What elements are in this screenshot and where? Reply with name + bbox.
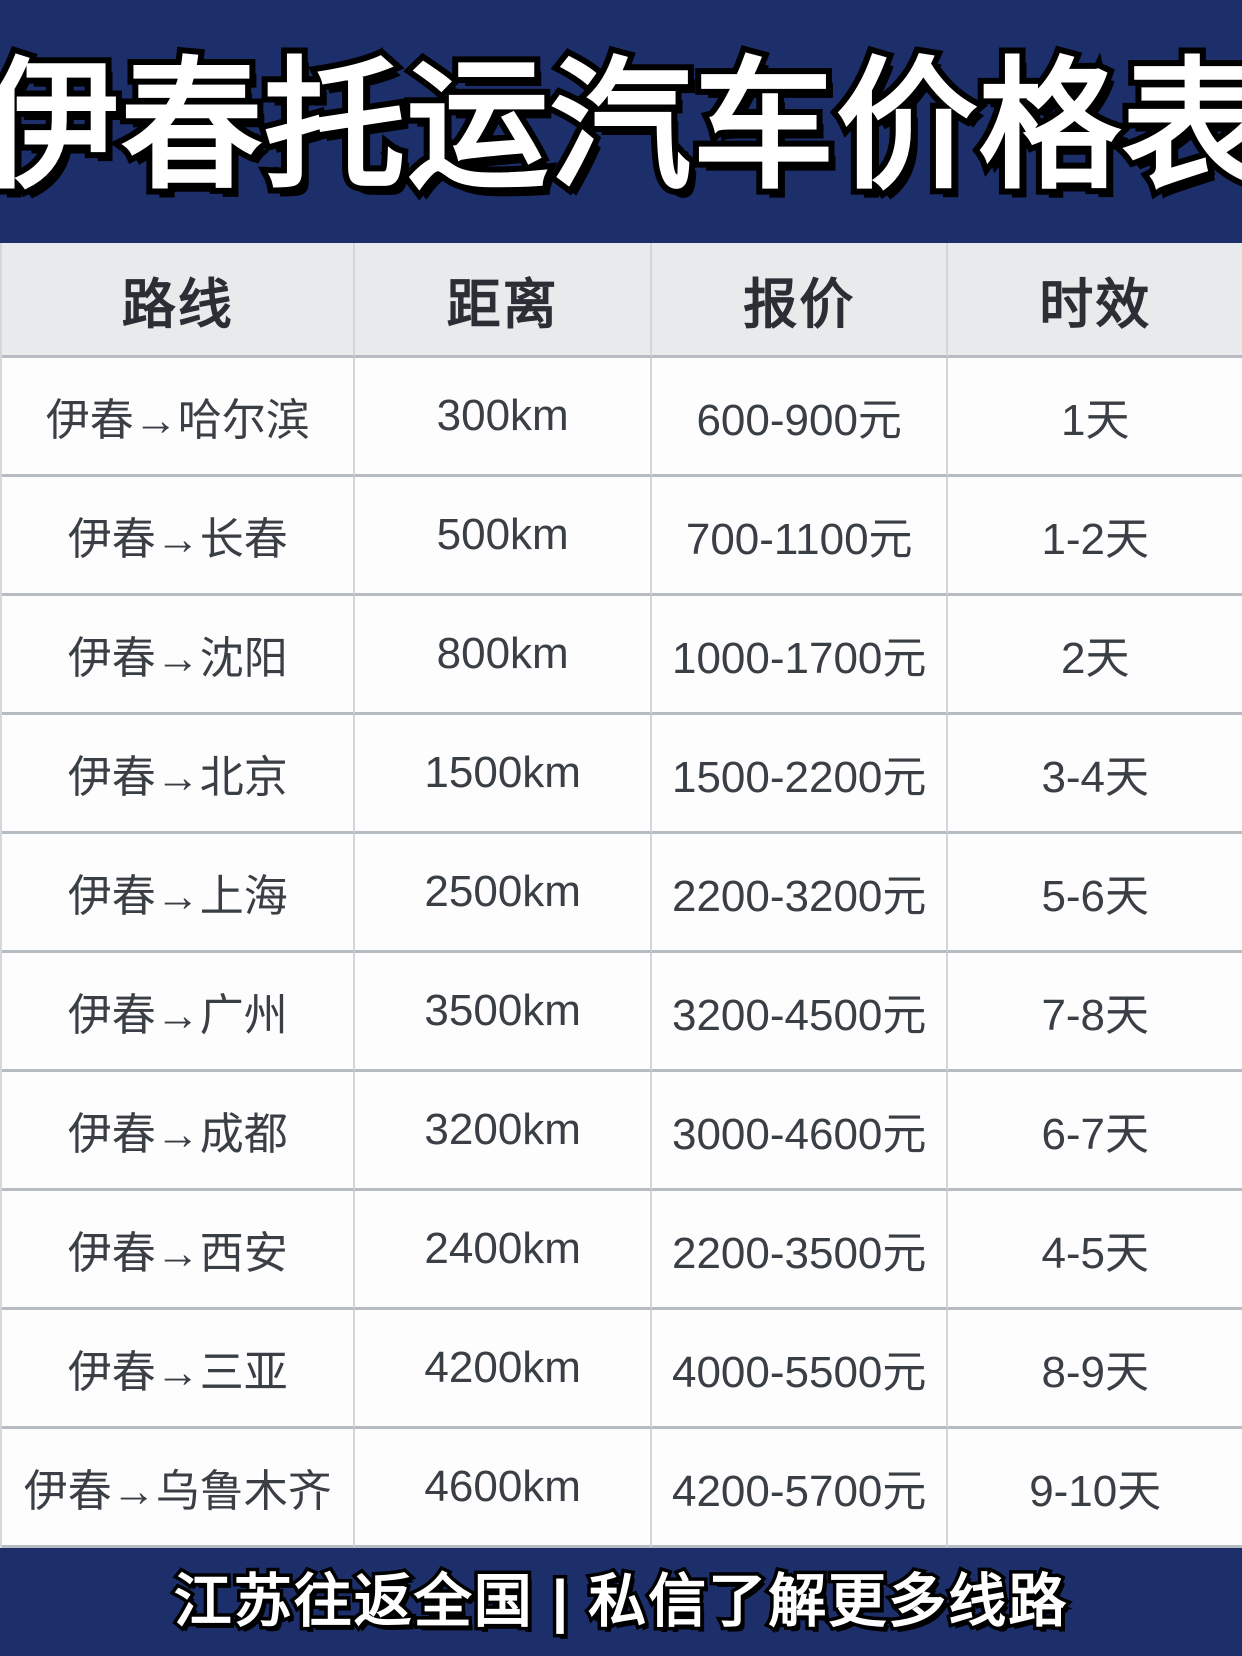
route-cell: 伊春→三亚 — [2, 1310, 356, 1429]
distance-cell: 4200km — [355, 1310, 652, 1429]
column-header-duration: 时效 — [948, 243, 1242, 358]
page-title: 伊春托运汽车价格表 — [0, 46, 1242, 206]
price-cell: 2200-3500元 — [651, 1191, 949, 1310]
distance-cell: 2400km — [355, 1191, 652, 1310]
route-cell: 伊春→上海 — [2, 834, 356, 953]
route-cell: 伊春→哈尔滨 — [2, 358, 356, 477]
footer-text: 江苏往返全国 | 私信了解更多线路 — [170, 1569, 1069, 1634]
distance-cell: 4600km — [355, 1429, 652, 1548]
price-cell: 1500-2200元 — [651, 715, 949, 834]
duration-cell: 6-7天 — [948, 1072, 1242, 1191]
footer-banner: 江苏往返全国 | 私信了解更多线路 — [0, 1548, 1242, 1656]
price-cell: 3200-4500元 — [651, 953, 949, 1072]
duration-cell: 1-2天 — [948, 477, 1242, 596]
route-cell: 伊春→西安 — [2, 1191, 356, 1310]
route-cell: 伊春→广州 — [2, 953, 356, 1072]
title-banner: 伊春托运汽车价格表 — [0, 0, 1242, 243]
price-cell: 3000-4600元 — [651, 1072, 949, 1191]
route-cell: 伊春→乌鲁木齐 — [2, 1429, 356, 1548]
duration-cell: 1天 — [948, 358, 1242, 477]
price-cell: 4000-5500元 — [651, 1310, 949, 1429]
distance-cell: 3500km — [355, 953, 652, 1072]
duration-cell: 8-9天 — [948, 1310, 1242, 1429]
price-cell: 700-1100元 — [651, 477, 949, 596]
duration-cell: 9-10天 — [948, 1429, 1242, 1548]
duration-cell: 4-5天 — [948, 1191, 1242, 1310]
route-cell: 伊春→沈阳 — [2, 596, 356, 715]
column-header-route: 路线 — [2, 243, 356, 358]
price-cell: 600-900元 — [651, 358, 949, 477]
duration-cell: 7-8天 — [948, 953, 1242, 1072]
distance-cell: 500km — [355, 477, 652, 596]
route-cell: 伊春→成都 — [2, 1072, 356, 1191]
distance-cell: 1500km — [355, 715, 652, 834]
duration-cell: 2天 — [948, 596, 1242, 715]
price-cell: 2200-3200元 — [651, 834, 949, 953]
route-cell: 伊春→北京 — [2, 715, 356, 834]
column-header-price: 报价 — [651, 243, 949, 358]
duration-cell: 3-4天 — [948, 715, 1242, 834]
distance-cell: 800km — [355, 596, 652, 715]
price-cell: 4200-5700元 — [651, 1429, 949, 1548]
price-cell: 1000-1700元 — [651, 596, 949, 715]
distance-cell: 2500km — [355, 834, 652, 953]
price-table: 路线 距离 报价 时效 伊春→哈尔滨 300km 600-900元 1天 伊春→… — [0, 243, 1242, 1548]
distance-cell: 300km — [355, 358, 652, 477]
distance-cell: 3200km — [355, 1072, 652, 1191]
route-cell: 伊春→长春 — [2, 477, 356, 596]
duration-cell: 5-6天 — [948, 834, 1242, 953]
column-header-distance: 距离 — [355, 243, 652, 358]
